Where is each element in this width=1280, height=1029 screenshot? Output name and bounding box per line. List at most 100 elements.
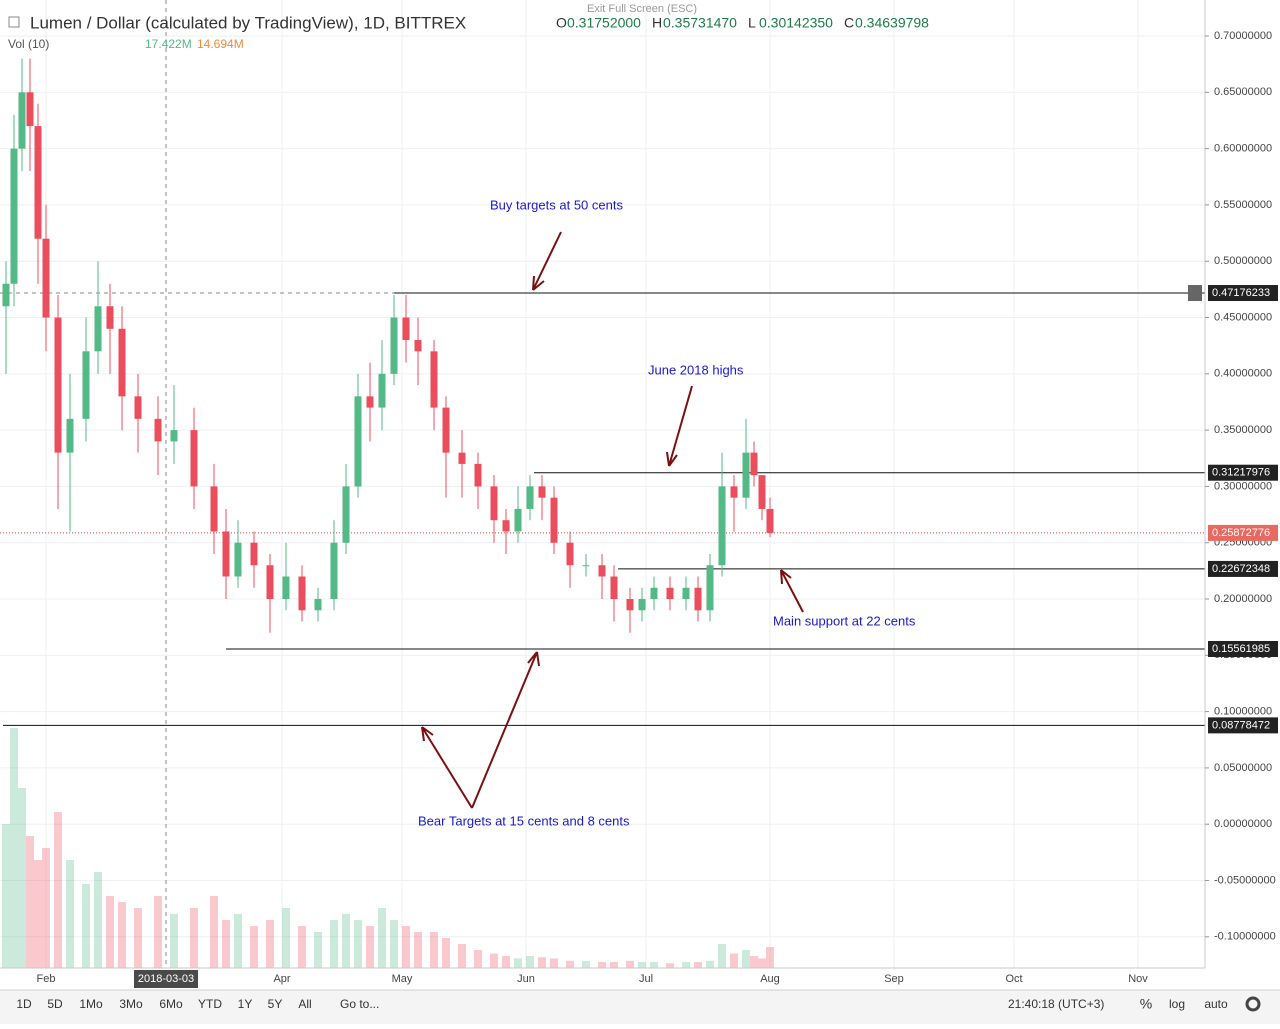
candle-body	[190, 430, 198, 487]
volume-bar	[538, 957, 546, 968]
goto-button[interactable]: Go to...	[340, 997, 379, 1011]
candle-body	[502, 520, 510, 532]
annotation: Bear Targets at 15 cents and 8 cents	[418, 813, 630, 828]
x-tick-label: Apr	[273, 973, 290, 985]
ohlc-key: O	[556, 15, 567, 31]
volume-bar	[94, 872, 102, 968]
candle-body	[550, 497, 558, 543]
annotation: Main support at 22 cents	[773, 613, 916, 628]
candle-body	[514, 508, 522, 532]
candle-body	[566, 542, 574, 566]
y-tick-label: 0.05000000	[1214, 762, 1272, 774]
candle-body	[706, 565, 714, 611]
volume-bar	[210, 896, 218, 968]
volume-bar	[502, 956, 510, 968]
exit-fullscreen[interactable]: Exit Full Screen (ESC)	[587, 3, 697, 15]
candle-body	[154, 418, 162, 442]
volume-bar	[42, 848, 50, 968]
annotation: June 2018 highs	[648, 362, 744, 377]
y-tick-label: 0.30000000	[1214, 480, 1272, 492]
crosshair-label-bg	[134, 970, 198, 988]
volume-bar	[490, 953, 498, 968]
volume-bar	[666, 963, 674, 968]
range-button[interactable]: 3Mo	[119, 997, 143, 1011]
volume-bar	[626, 960, 634, 968]
range-button[interactable]: 1Mo	[79, 997, 103, 1011]
collapse-icon[interactable]	[8, 16, 20, 28]
log-button[interactable]: log	[1169, 997, 1185, 1011]
ohlc-value: 0.34639798	[855, 15, 929, 31]
clock: 21:40:18 (UTC+3)	[1008, 997, 1104, 1011]
volume-last: 17.422M	[145, 37, 192, 51]
level-label-bg	[1208, 560, 1278, 577]
y-tick-label: 0.50000000	[1214, 255, 1272, 267]
x-tick-label: Jun	[517, 973, 535, 985]
candle-body	[490, 486, 498, 521]
volume-bar	[682, 962, 690, 968]
volume-bar	[2, 824, 10, 968]
candle-body	[718, 486, 726, 566]
volume-bar	[610, 962, 618, 968]
candle-body	[210, 486, 218, 532]
toolbar-bg	[0, 990, 1280, 1024]
candle-body	[430, 351, 438, 408]
candle-body	[366, 396, 374, 408]
volume-bar	[222, 920, 230, 968]
range-button[interactable]: 6Mo	[159, 997, 183, 1011]
range-button[interactable]: 5D	[47, 997, 63, 1011]
y-tick-label: 0.40000000	[1214, 368, 1272, 380]
candle-body	[626, 599, 634, 611]
range-button[interactable]: All	[298, 997, 311, 1011]
y-tick-label: -0.05000000	[1214, 874, 1276, 886]
y-tick-label: 0.20000000	[1214, 593, 1272, 605]
volume-bar	[354, 920, 362, 968]
plus-icon[interactable]	[1188, 285, 1202, 302]
volume-bar	[694, 962, 702, 968]
volume-bar	[26, 836, 34, 968]
settings-icon[interactable]	[1245, 996, 1261, 1012]
candle-body	[282, 576, 290, 600]
level-label: 0.08778472	[1212, 719, 1270, 731]
y-tick-label: 0.10000000	[1214, 706, 1272, 718]
volume-bar	[582, 960, 590, 968]
volume-bar	[314, 932, 322, 968]
ohlc-value: 0.30142350	[759, 15, 833, 31]
y-tick-label: 0.35000000	[1214, 424, 1272, 436]
volume-bar	[266, 920, 274, 968]
volume-bar	[106, 896, 114, 968]
candle-body	[298, 576, 306, 611]
volume-bar	[766, 947, 774, 968]
range-button[interactable]: YTD	[198, 997, 222, 1011]
volume-bar	[170, 914, 178, 968]
candles	[2, 58, 774, 633]
x-tick-label: Aug	[760, 973, 780, 985]
volume-name: Vol (10)	[8, 37, 49, 51]
percent-button[interactable]: %	[1140, 996, 1152, 1012]
candle-body	[170, 430, 178, 442]
candle-body	[118, 328, 126, 397]
auto-button[interactable]: auto	[1204, 997, 1228, 1011]
candle-body	[314, 599, 322, 611]
title: Lumen / Dollar (calculated by TradingVie…	[30, 13, 466, 32]
candle-body	[250, 542, 258, 566]
y-tick-label: 0.00000000	[1214, 818, 1272, 830]
candle-body	[34, 126, 42, 239]
y-tick-label: 0.60000000	[1214, 143, 1272, 155]
volume-bar	[718, 944, 726, 968]
arrow	[666, 385, 693, 467]
volume-bar	[526, 956, 534, 968]
candle-body	[18, 92, 26, 149]
ohlc-key: H	[652, 15, 662, 31]
level-label: 0.47176233	[1212, 287, 1270, 299]
ohlc: O 0.31752000 H 0.35731470 L 0.30142350 C 0.3463…	[556, 15, 929, 31]
volume-bar	[758, 958, 766, 968]
axes: 0.70000000 0.65000000 0.60000000 0.55000000…	[37, 0, 1278, 988]
range-button[interactable]: 5Y	[268, 997, 283, 1011]
range-button[interactable]: 1D	[16, 997, 32, 1011]
arrow	[532, 231, 562, 291]
candle-body	[378, 373, 386, 408]
range-button[interactable]: 1Y	[238, 997, 253, 1011]
x-tick-label: Oct	[1005, 973, 1022, 985]
